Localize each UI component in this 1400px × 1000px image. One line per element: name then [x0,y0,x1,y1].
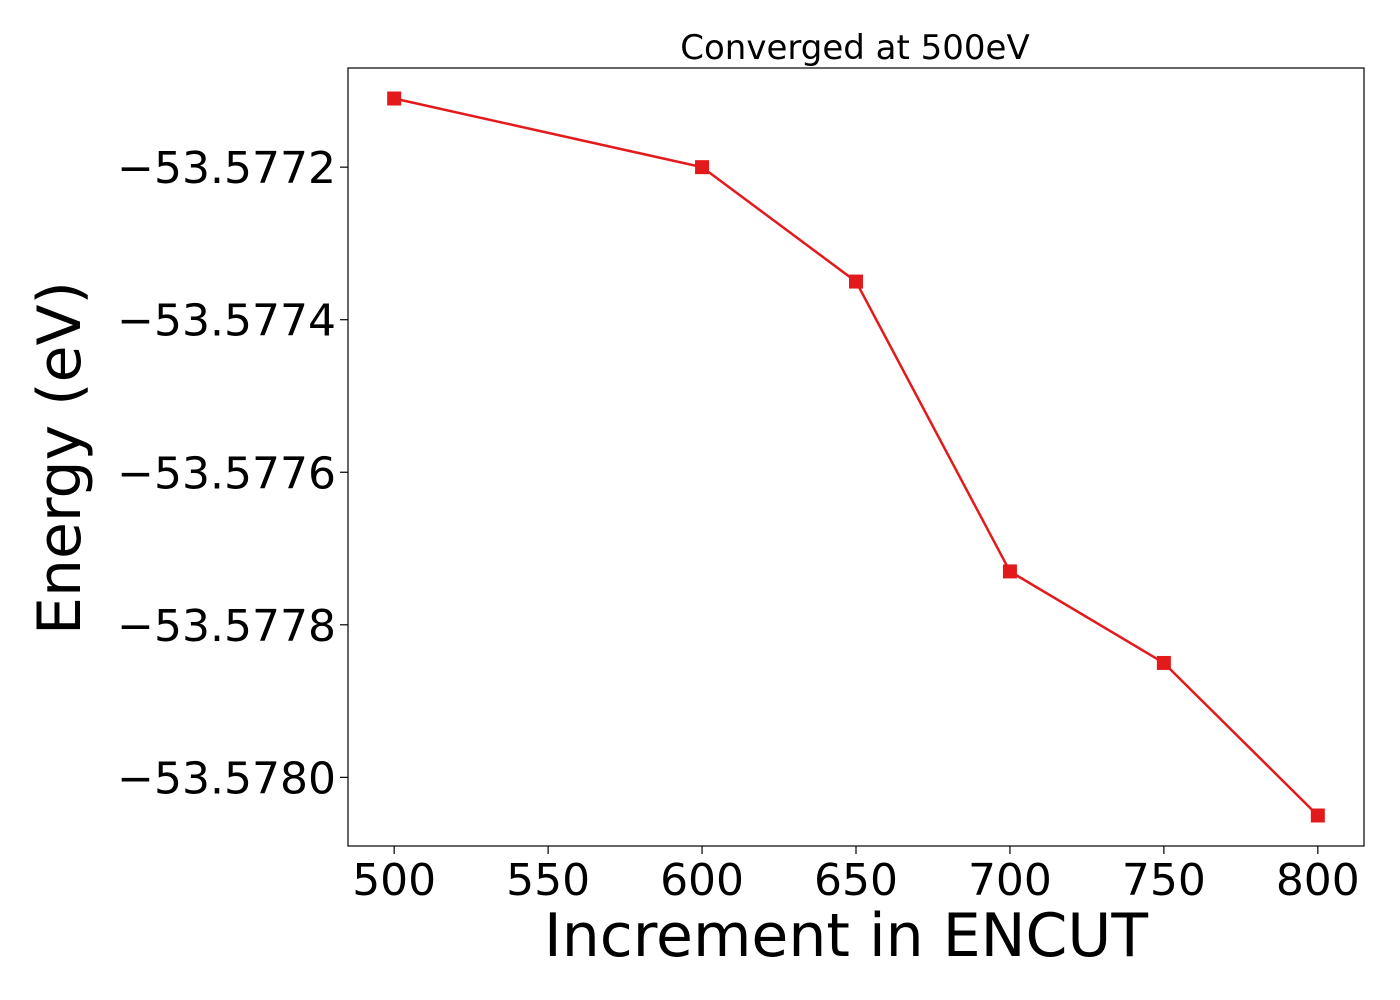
series-layer [387,91,1325,823]
data-point-marker [1002,564,1017,579]
y-axis: −53.5772 −53.5774 −53.5776 −53.5778 −53.5780 [117,143,348,804]
x-tick-label: 700 [968,855,1052,906]
x-axis-label: Increment in ENCUT [544,901,1148,971]
chart-title: Converged at 500eV [680,28,1029,68]
plot-area [347,67,1365,847]
data-point-marker [1310,808,1325,823]
data-point-marker [849,274,863,289]
x-tick-label: 750 [1122,855,1206,906]
y-tick-label: −53.5776 [117,448,336,499]
x-tick-label: 550 [506,855,590,906]
y-tick-label: −53.5780 [117,753,336,804]
x-tick-label: 600 [660,855,744,906]
series-line [393,97,1319,817]
data-point-marker [1156,655,1171,670]
y-tick-label: −53.5772 [117,143,336,194]
x-tick-label: 500 [352,855,436,906]
y-tick-label: −53.5778 [117,601,336,652]
x-axis: 500 550 600 650 700 750 800 [352,846,1360,906]
y-tick-label: −53.5774 [117,296,336,347]
data-point-marker [387,91,402,106]
x-tick-label: 650 [814,855,898,906]
y-axis-label: Energy (eV) [25,281,95,635]
data-point-marker [695,160,710,175]
x-tick-label: 800 [1276,855,1360,906]
